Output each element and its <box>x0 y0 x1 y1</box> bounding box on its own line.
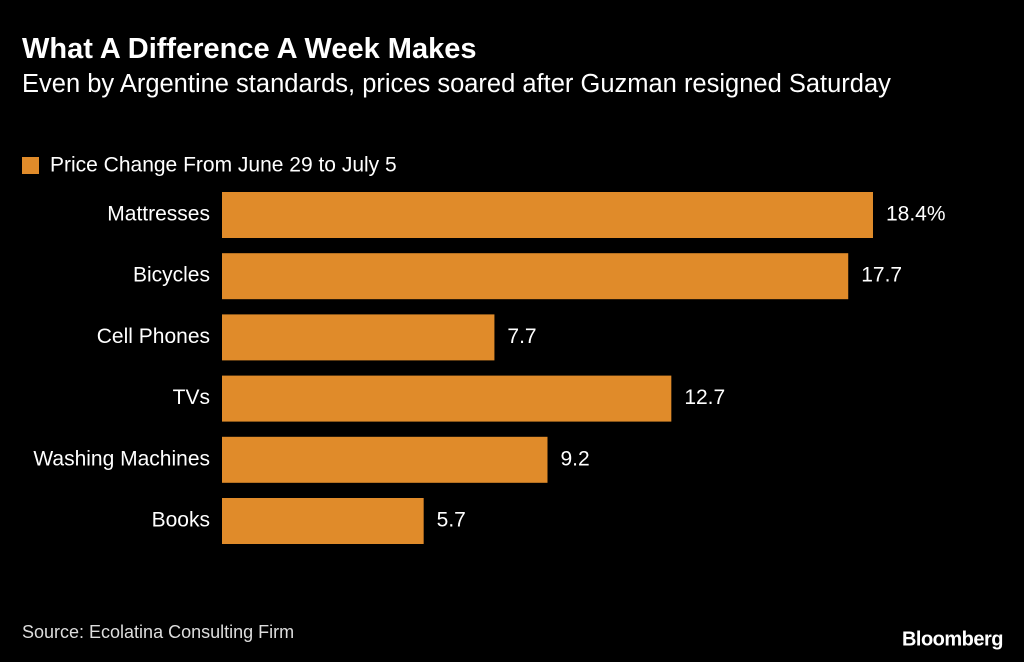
bar <box>222 436 548 483</box>
source: Source: Ecolatina Consulting Firm <box>22 622 294 642</box>
chart-title: What A Difference A Week Makes <box>22 33 477 65</box>
bar <box>222 498 424 544</box>
value-label: 12.7 <box>684 386 725 409</box>
y-tick-label: TVs <box>173 386 210 409</box>
value-label: 17.7 <box>861 264 902 287</box>
legend-label: Price Change From June 29 to July 5 <box>50 154 397 177</box>
y-tick-label: Mattresses <box>107 203 210 226</box>
y-tick-label: Cell Phones <box>97 325 210 348</box>
bar <box>222 253 849 300</box>
legend-swatch <box>22 157 39 174</box>
y-tick-label: Books <box>152 509 210 532</box>
brand-logo: Bloomberg <box>902 628 1003 650</box>
bar <box>222 375 672 422</box>
value-label: 7.7 <box>507 325 536 348</box>
y-tick-label: Washing Machines <box>33 447 210 470</box>
value-label: 5.7 <box>437 509 466 532</box>
chart-subtitle: Even by Argentine standards, prices soar… <box>22 70 891 98</box>
bar <box>222 192 873 238</box>
y-tick-label: Bicycles <box>133 264 210 287</box>
value-label: 18.4% <box>886 203 946 226</box>
bar <box>222 314 495 361</box>
value-label: 9.2 <box>560 447 589 470</box>
